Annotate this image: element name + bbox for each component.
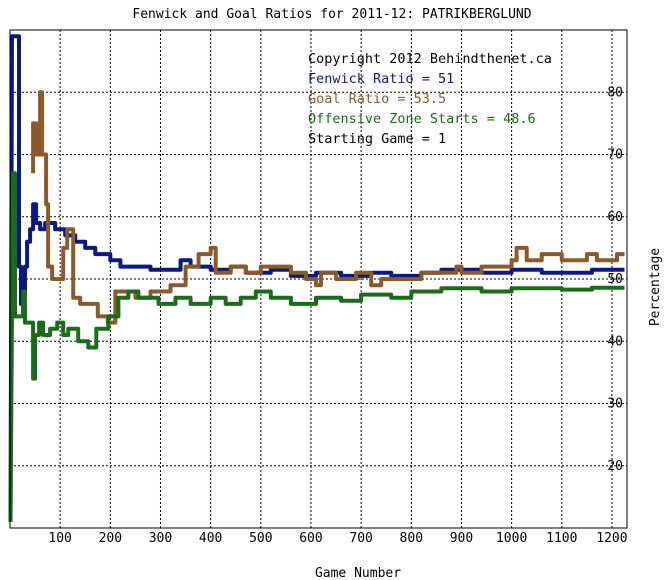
x-tick-label: 800 — [400, 531, 423, 546]
x-tick-label: 300 — [149, 531, 172, 546]
x-tick-label: 200 — [99, 531, 122, 546]
y-tick-label: 20 — [607, 459, 623, 474]
legend-entry: Goal Ratio = 53.5 — [308, 91, 446, 107]
y-axis-label: Percentage — [648, 248, 663, 326]
x-tick-label: 1000 — [496, 531, 527, 546]
legend-entry: Fenwick Ratio = 51 — [308, 71, 454, 87]
x-tick-label: 900 — [450, 531, 473, 546]
y-tick-label: 30 — [607, 397, 623, 412]
x-tick-labels: 100 200 300 400 500 600 700 800 900 1000 1100 1200 — [48, 531, 627, 546]
x-tick-label: 1100 — [546, 531, 577, 546]
offensive-zone-starts-line — [8, 171, 625, 522]
plot-frame — [9, 29, 628, 529]
x-tick-label: 400 — [199, 531, 222, 546]
legend-entry: Offensive Zone Starts = 48.6 — [308, 111, 536, 127]
x-axis-label: Game Number — [315, 566, 401, 580]
y-tick-label: 40 — [607, 334, 623, 349]
x-tick-label: 1200 — [596, 531, 627, 546]
x-tick-label: 500 — [249, 531, 272, 546]
legend-entry: Copyright 2012 Behindthenet.ca — [308, 51, 552, 67]
goal-ratio-line — [31, 90, 625, 325]
series-lines — [8, 34, 625, 522]
y-tick-label: 80 — [607, 85, 623, 100]
y-tick-label: 50 — [607, 272, 623, 287]
y-tick-label: 60 — [607, 210, 623, 225]
x-tick-label: 600 — [299, 531, 322, 546]
y-tick-label: 70 — [607, 148, 623, 163]
x-tick-label: 100 — [48, 531, 71, 546]
y-tick-labels: 20 30 40 50 60 70 80 — [607, 85, 623, 474]
legend-annotations: Copyright 2012 Behindthenet.ca Fenwick Ra… — [308, 51, 552, 147]
x-tick-label: 700 — [349, 531, 372, 546]
legend-entry: Starting Game = 1 — [308, 131, 446, 147]
chart-title: Fenwick and Goal Ratios for 2011-12: PAT… — [132, 7, 531, 22]
